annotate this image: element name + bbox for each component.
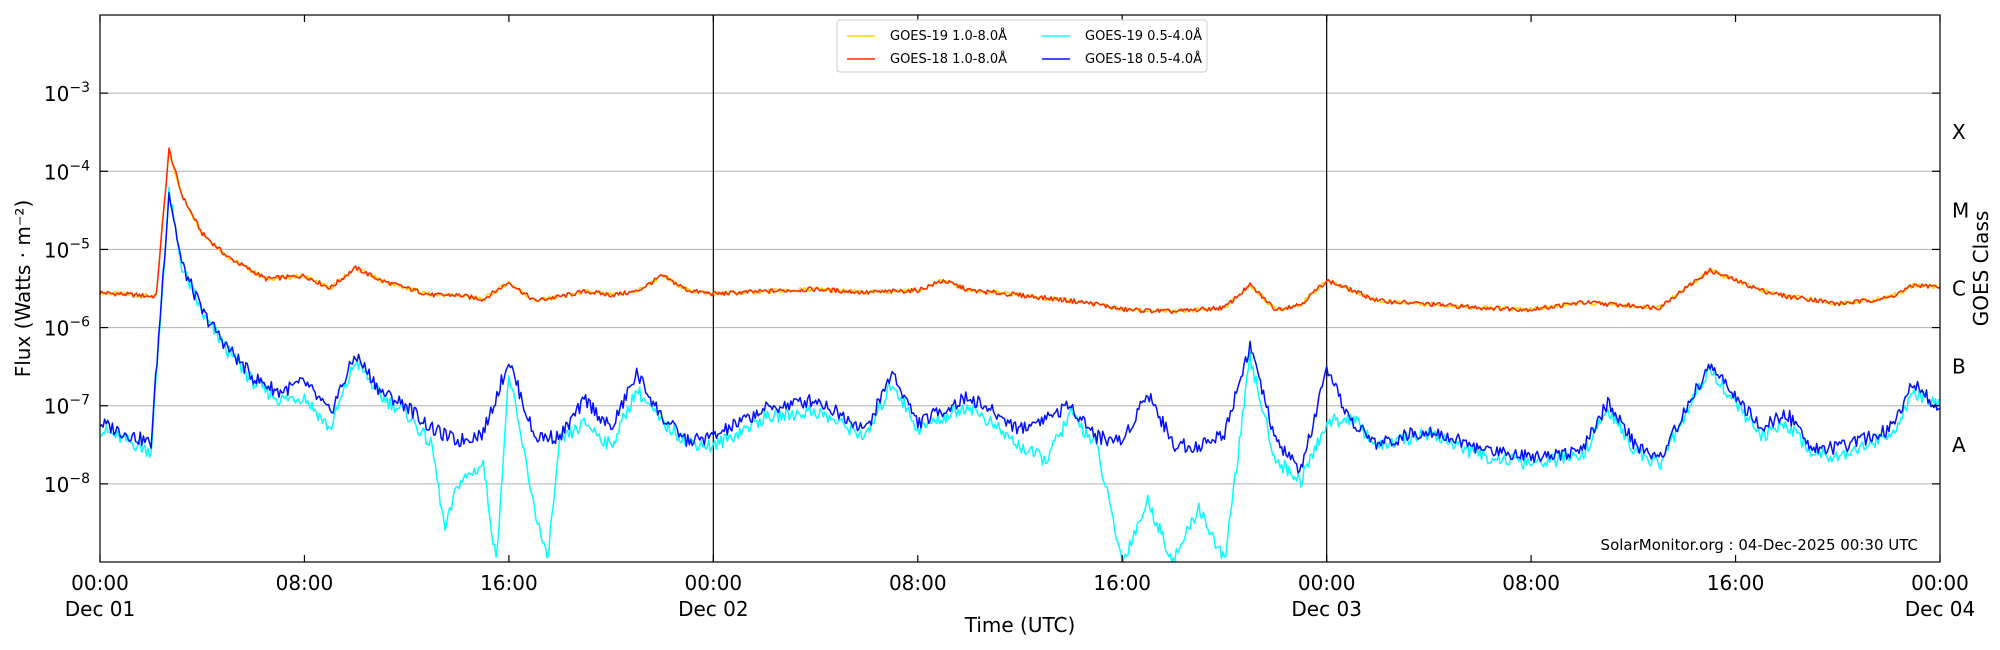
x-axis-title: Time (UTC) <box>964 613 1076 637</box>
right-axis-title: GOES Class <box>1969 211 1993 327</box>
credit-text: SolarMonitor.org : 04-Dec-2025 00:30 UTC <box>1601 536 1918 554</box>
series-layer <box>99 147 1941 563</box>
y-tick-label: 10−6 <box>44 315 90 341</box>
series-line <box>99 149 1941 314</box>
x-tick-date-label: Dec 02 <box>678 597 749 621</box>
plot-frame <box>99 14 1941 563</box>
day-boundary-lines <box>712 15 1328 562</box>
y-tick-label: 10−8 <box>44 471 90 497</box>
goes-class-label: X <box>1952 120 1966 144</box>
legend-label: GOES-19 0.5-4.0Å <box>1085 28 1202 44</box>
goes-class-label: B <box>1952 355 1966 379</box>
legend-label: GOES-18 1.0-8.0Å <box>890 51 1007 67</box>
series-line <box>100 186 1941 563</box>
x-tick-label: 08:00 <box>1502 571 1560 595</box>
x-tick-date-label: Dec 03 <box>1291 597 1362 621</box>
x-tick-label: 00:00 <box>1298 571 1356 595</box>
legend-label: GOES-19 1.0-8.0Å <box>890 28 1007 44</box>
goes-class-label: M <box>1952 198 1969 222</box>
x-tick-label: 16:00 <box>1707 571 1765 595</box>
x-tick-label: 00:00 <box>1911 571 1969 595</box>
x-tick-label: 08:00 <box>276 571 334 595</box>
y-axis-ticks: 10−8 10−7 10−6 10−5 10−4 10−3 <box>44 80 1940 497</box>
x-tick-label: 00:00 <box>71 571 129 595</box>
goes-class-label: C <box>1952 277 1966 301</box>
x-tick-label: 16:00 <box>480 571 538 595</box>
x-tick-label: 00:00 <box>685 571 743 595</box>
y-tick-label: 10−5 <box>44 236 90 262</box>
x-tick-date-label: Dec 01 <box>65 597 136 621</box>
y-tick-label: 10−7 <box>44 393 90 419</box>
legend: GOES-19 1.0-8.0Å GOES-18 1.0-8.0Å GOES-19 … <box>836 19 1208 73</box>
y-axis-title: Flux (Watts · m⁻²) <box>11 200 35 378</box>
series-line <box>99 192 1941 474</box>
x-tick-label: 16:00 <box>1093 571 1151 595</box>
y-tick-label: 10−4 <box>44 158 90 184</box>
y-tick-label: 10−3 <box>44 80 90 106</box>
x-tick-label: 08:00 <box>889 571 947 595</box>
goes-class-label: A <box>1952 433 1966 457</box>
series-line <box>99 147 1941 315</box>
legend-box <box>836 19 1208 73</box>
goes-class-labels: A B C M X <box>1952 120 1969 457</box>
x-tick-date-label: Dec 04 <box>1905 597 1976 621</box>
legend-label: GOES-18 0.5-4.0Å <box>1085 51 1202 67</box>
